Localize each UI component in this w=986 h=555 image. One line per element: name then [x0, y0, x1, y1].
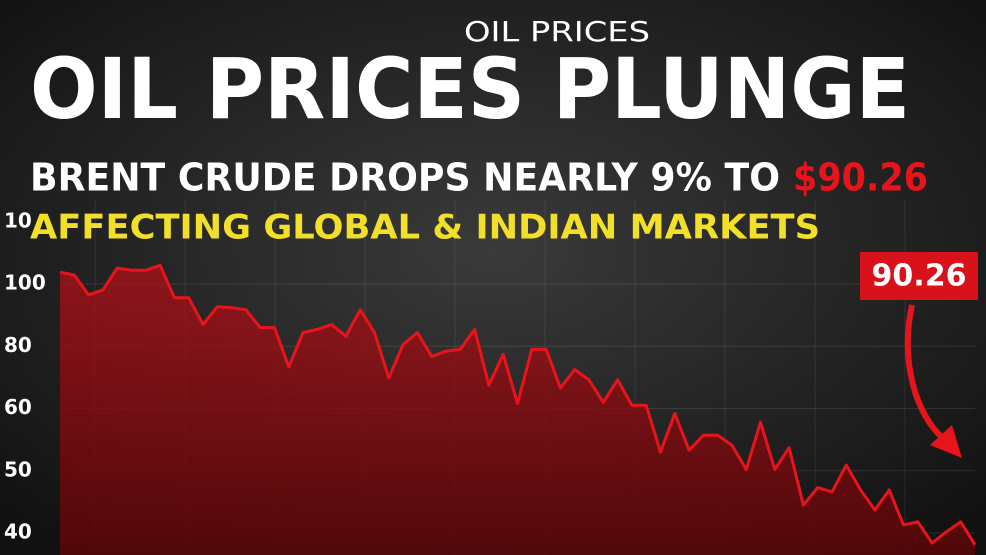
tagline: AFFECTING GLOBAL & INDIAN MARKETS [30, 208, 820, 248]
y-tick-label: 60 [4, 395, 32, 419]
callout-box [860, 252, 978, 300]
area [60, 265, 975, 555]
callout: 90.26 [872, 259, 967, 294]
y-tick-label: 100 [4, 271, 46, 295]
arrow-head [930, 425, 962, 458]
kicker: OIL PRICES [464, 15, 650, 48]
line [59, 263, 977, 546]
headline: OIL PRICES PLUNGE [30, 40, 910, 138]
subhead: BRENT CRUDE DROPS NEARLY 9% TO [30, 156, 780, 200]
y-tick-label: 80 [4, 333, 32, 357]
subhead-price: $90.26 [793, 156, 928, 200]
callout-arrow [904, 304, 947, 443]
plot-area: 100 80 60 50 40 10 [4, 200, 977, 555]
y-tick-label-cropped: 10 [4, 208, 32, 232]
y-tick-label: 50 [4, 457, 32, 481]
y-tick-label: 40 [4, 520, 32, 544]
